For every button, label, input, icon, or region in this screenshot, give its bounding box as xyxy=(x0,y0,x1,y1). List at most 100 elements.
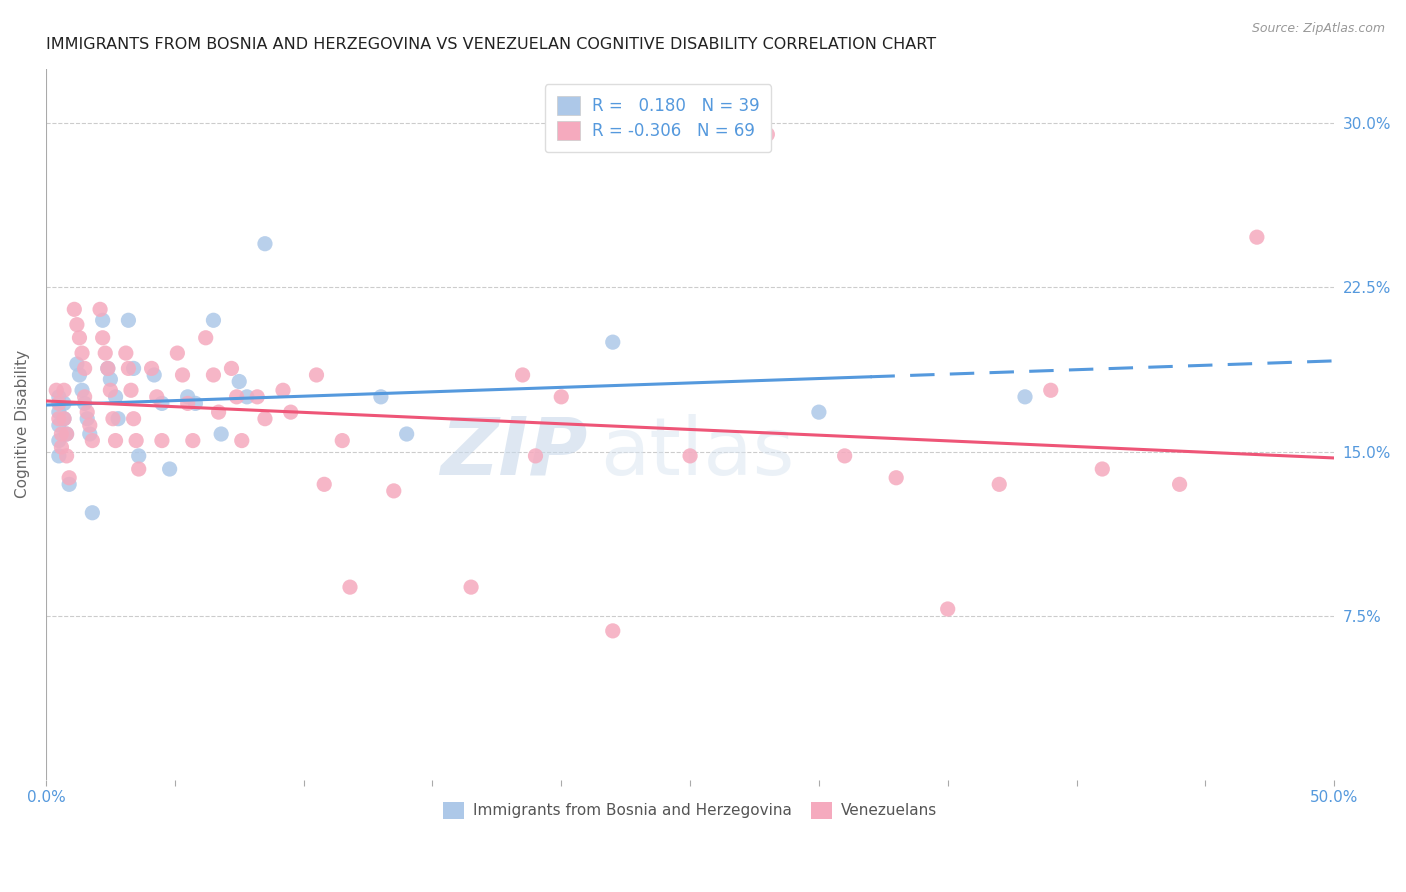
Point xyxy=(305,368,328,382)
Point xyxy=(602,335,624,350)
Point xyxy=(55,449,77,463)
Point xyxy=(176,396,198,410)
Point xyxy=(70,384,93,398)
Point xyxy=(253,411,276,425)
Point xyxy=(1091,462,1114,476)
Point xyxy=(988,477,1011,491)
Point xyxy=(330,434,353,448)
Point xyxy=(73,396,96,410)
Point xyxy=(236,390,259,404)
Point xyxy=(115,346,138,360)
Point xyxy=(314,477,336,491)
Point xyxy=(460,580,482,594)
Point xyxy=(100,384,122,398)
Point xyxy=(58,471,80,485)
Point xyxy=(48,405,70,419)
Point xyxy=(202,313,225,327)
Text: IMMIGRANTS FROM BOSNIA AND HERZEGOVINA VS VENEZUELAN COGNITIVE DISABILITY CORREL: IMMIGRANTS FROM BOSNIA AND HERZEGOVINA V… xyxy=(46,37,936,53)
Point xyxy=(76,411,98,425)
Point xyxy=(524,449,547,463)
Point xyxy=(66,318,89,332)
Point xyxy=(202,368,225,382)
Point xyxy=(395,427,418,442)
Point xyxy=(117,361,139,376)
Point xyxy=(228,375,250,389)
Point xyxy=(82,506,104,520)
Point xyxy=(104,434,127,448)
Point xyxy=(89,302,111,317)
Point xyxy=(63,302,86,317)
Point xyxy=(76,405,98,419)
Point xyxy=(45,384,67,398)
Point xyxy=(176,390,198,404)
Point xyxy=(756,128,779,142)
Point xyxy=(834,449,856,463)
Point xyxy=(53,396,76,410)
Point xyxy=(94,346,117,360)
Point xyxy=(120,384,142,398)
Point xyxy=(166,346,188,360)
Point xyxy=(82,434,104,448)
Point xyxy=(145,390,167,404)
Point xyxy=(209,427,232,442)
Point xyxy=(104,390,127,404)
Point xyxy=(1168,477,1191,491)
Point xyxy=(48,434,70,448)
Point xyxy=(512,368,534,382)
Point xyxy=(602,624,624,638)
Point xyxy=(55,427,77,442)
Point xyxy=(70,346,93,360)
Point xyxy=(194,331,217,345)
Point xyxy=(280,405,302,419)
Point xyxy=(51,440,73,454)
Point xyxy=(97,361,120,376)
Point xyxy=(122,361,145,376)
Point xyxy=(382,483,405,498)
Point xyxy=(101,411,124,425)
Point xyxy=(91,331,114,345)
Point xyxy=(936,602,959,616)
Point xyxy=(141,361,163,376)
Y-axis label: Cognitive Disability: Cognitive Disability xyxy=(15,351,30,499)
Point xyxy=(128,449,150,463)
Point xyxy=(184,396,207,410)
Point xyxy=(807,405,830,419)
Point xyxy=(221,361,243,376)
Point xyxy=(53,411,76,425)
Point xyxy=(150,396,173,410)
Point xyxy=(150,434,173,448)
Point xyxy=(207,405,229,419)
Point xyxy=(550,390,572,404)
Point xyxy=(48,390,70,404)
Point xyxy=(339,580,361,594)
Point xyxy=(159,462,181,476)
Point xyxy=(79,418,101,433)
Point xyxy=(679,449,702,463)
Point xyxy=(1246,230,1268,244)
Point xyxy=(100,372,122,386)
Point xyxy=(53,384,76,398)
Point xyxy=(48,418,70,433)
Text: ZIP: ZIP xyxy=(440,414,588,491)
Point xyxy=(1039,384,1062,398)
Point xyxy=(73,361,96,376)
Point xyxy=(128,462,150,476)
Point xyxy=(1014,390,1036,404)
Point xyxy=(79,427,101,442)
Point xyxy=(48,449,70,463)
Point xyxy=(48,411,70,425)
Point xyxy=(253,236,276,251)
Point xyxy=(225,390,247,404)
Point xyxy=(231,434,253,448)
Point xyxy=(125,434,148,448)
Point xyxy=(884,471,907,485)
Legend: Immigrants from Bosnia and Herzegovina, Venezuelans: Immigrants from Bosnia and Herzegovina, … xyxy=(437,796,943,825)
Point xyxy=(58,477,80,491)
Point xyxy=(69,331,91,345)
Point xyxy=(66,357,89,371)
Point xyxy=(69,368,91,382)
Point xyxy=(370,390,392,404)
Text: Source: ZipAtlas.com: Source: ZipAtlas.com xyxy=(1251,22,1385,36)
Point xyxy=(122,411,145,425)
Point xyxy=(97,361,120,376)
